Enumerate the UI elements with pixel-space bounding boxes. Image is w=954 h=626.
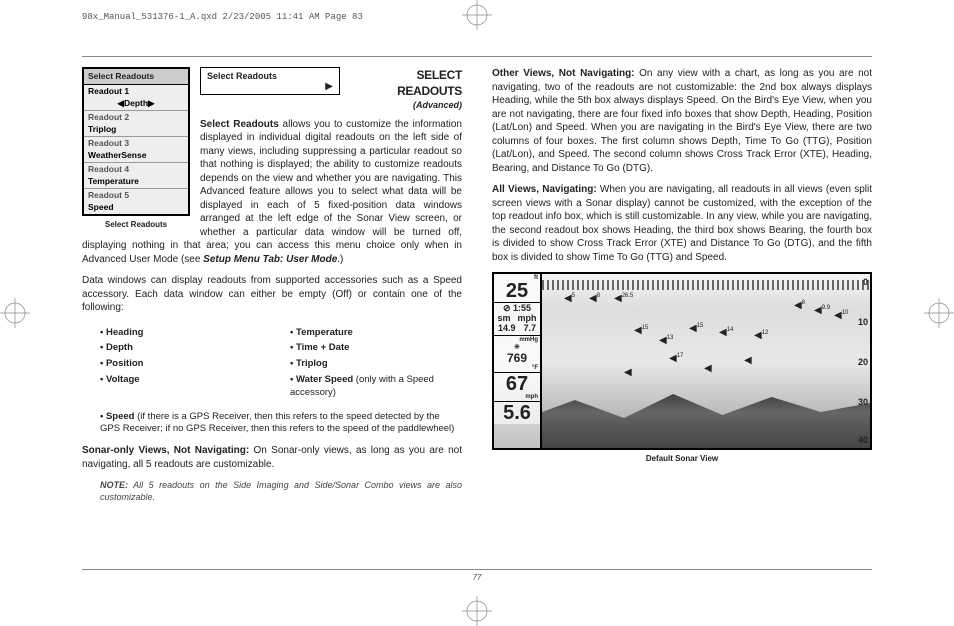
- title-box: Select Readouts ▶: [200, 67, 340, 95]
- readout-time: ⊘ 1:55 smmph 14.97.7: [494, 303, 540, 336]
- reg-mark-left: [0, 298, 30, 328]
- opt-water-speed: Water Speed (only with a Speed accessory…: [290, 374, 462, 400]
- fish-icon: 5: [564, 292, 575, 306]
- menu-figure: Select Readouts Readout 1 ◀Depth▶ Readou…: [82, 67, 190, 231]
- paragraph-all-views: All Views, Navigating: When you are navi…: [492, 183, 872, 264]
- opt-depth: Depth: [100, 342, 272, 355]
- readout-depth: ft 25: [494, 274, 540, 303]
- fish-icon: 15: [634, 324, 648, 338]
- fish-icon: 15: [689, 322, 703, 336]
- fish-icon: 26.5: [614, 292, 633, 306]
- paragraph-sonar-only: Sonar-only Views, Not Navigating: On Son…: [82, 444, 462, 471]
- menu-item-5: Readout 5 Speed: [84, 189, 188, 214]
- fish-icon: 8: [794, 299, 805, 313]
- menu-item-3: Readout 3 WeatherSense: [84, 137, 188, 163]
- scale-20: 20: [858, 356, 868, 368]
- opt-temperature: Temperature: [290, 327, 462, 340]
- opt-voltage: Voltage: [100, 374, 272, 387]
- reg-mark-bottom: [462, 596, 492, 626]
- scale-30: 30: [858, 396, 868, 408]
- menu-item-2: Readout 2 Triplog: [84, 111, 188, 137]
- fish-icon: [744, 354, 752, 368]
- fish-icon: 17: [669, 352, 683, 366]
- opt-triplog: Triplog: [290, 358, 462, 371]
- paragraph-other-views: Other Views, Not Navigating: On any view…: [492, 67, 872, 175]
- menu-item-4: Readout 4 Temperature: [84, 163, 188, 189]
- sonar-sidebar: ft 25 ⊘ 1:55 smmph 14.97.7 mmHg ☀ 769 °F…: [494, 274, 542, 448]
- fish-icon: 8: [589, 292, 600, 306]
- title-box-arrow-icon: ▶: [207, 82, 333, 92]
- sonar-figure: ft 25 ⊘ 1:55 smmph 14.97.7 mmHg ☀ 769 °F…: [492, 272, 872, 450]
- menu-item-1: Readout 1 ◀Depth▶: [84, 85, 188, 111]
- menu-arrow-right-icon: ▶: [148, 98, 155, 109]
- left-column: Select Readouts Readout 1 ◀Depth▶ Readou…: [82, 67, 462, 559]
- page-content: Select Readouts Readout 1 ◀Depth▶ Readou…: [82, 56, 872, 570]
- reg-mark-top: [462, 0, 492, 30]
- fish-icon: 10: [834, 309, 848, 323]
- scale-0: 0: [863, 276, 868, 288]
- fish-icon: 14: [719, 326, 733, 340]
- menu-box: Select Readouts Readout 1 ◀Depth▶ Readou…: [82, 67, 190, 216]
- print-header: 98x_Manual_531376-1_A.qxd 2/23/2005 11:4…: [82, 12, 363, 22]
- menu-box-title: Select Readouts: [84, 69, 188, 85]
- sonar-surface: [542, 280, 870, 290]
- reg-mark-right: [924, 298, 954, 328]
- opt-position: Position: [100, 358, 272, 371]
- sonar-terrain: [542, 388, 870, 448]
- fish-icon: [624, 366, 632, 380]
- fish-icon: 9.9: [814, 304, 830, 318]
- sonar-caption: Default Sonar View: [492, 454, 872, 465]
- page-number: 77: [473, 573, 482, 582]
- paragraph-data-windows: Data windows can display readouts from s…: [82, 274, 462, 315]
- scale-40: 40: [858, 434, 868, 446]
- fish-icon: [704, 362, 712, 376]
- readout-pressure: mmHg ☀ 769 °F: [494, 336, 540, 374]
- readout-speed: 5.6: [494, 402, 540, 424]
- right-column: Other Views, Not Navigating: On any view…: [492, 67, 872, 559]
- title-box-label: Select Readouts: [207, 70, 333, 82]
- scale-10: 10: [858, 316, 868, 328]
- opt-speed: Speed (if there is a GPS Receiver, then …: [100, 411, 462, 437]
- menu-caption: Select Readouts: [82, 220, 190, 231]
- fish-icon: 12: [754, 329, 768, 343]
- options-list: Heading Depth Position Voltage Temperatu…: [82, 323, 462, 411]
- fish-icon: 13: [659, 334, 673, 348]
- opt-time-date: Time + Date: [290, 342, 462, 355]
- opt-heading: Heading: [100, 327, 272, 340]
- readout-67: 67 mph: [494, 373, 540, 402]
- note: NOTE: All 5 readouts on the Side Imaging…: [100, 479, 462, 503]
